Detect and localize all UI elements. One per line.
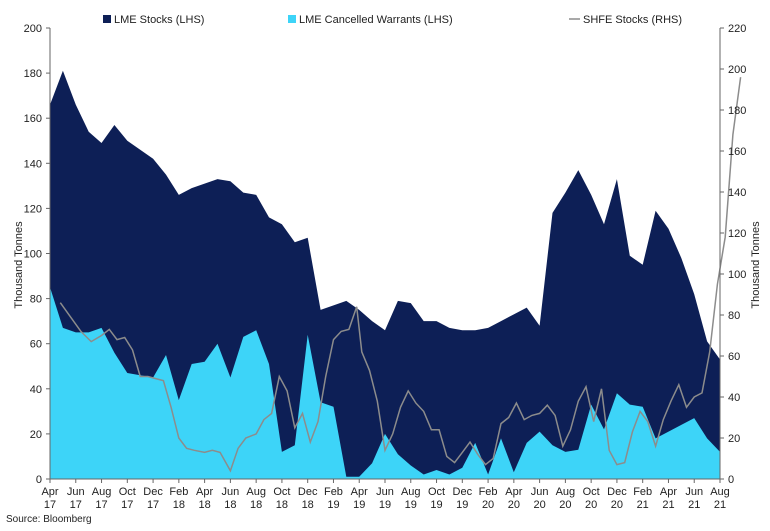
- x-tick-label-month: Apr: [196, 486, 213, 498]
- legend-label-lme-stocks: LME Stocks (LHS): [114, 14, 204, 26]
- legend-swatch-lme-stocks: [103, 15, 111, 23]
- x-tick-label-year: 20: [559, 499, 571, 511]
- left-tick-label: 60: [30, 339, 42, 351]
- x-tick-label-year: 20: [482, 499, 494, 511]
- x-tick-label-year: 19: [405, 499, 417, 511]
- x-tick-label-year: 19: [456, 499, 468, 511]
- x-tick-label-year: 21: [662, 499, 674, 511]
- legend: LME Stocks (LHS) LME Cancelled Warrants …: [103, 14, 682, 26]
- right-tick-label: 0: [728, 474, 734, 486]
- left-tick-label: 80: [30, 294, 42, 306]
- x-tick-label-month: Jun: [685, 486, 703, 498]
- left-tick-label: 160: [24, 113, 42, 125]
- x-tick-label-year: 17: [44, 499, 56, 511]
- legend-swatch-cancelled-warrants: [288, 15, 296, 23]
- left-tick-label: 40: [30, 384, 42, 396]
- x-tick-label-month: Dec: [143, 486, 163, 498]
- x-tick-label-month: Dec: [298, 486, 318, 498]
- x-tick-label-month: Jun: [67, 486, 85, 498]
- right-tick-label: 200: [728, 64, 746, 76]
- x-tick-label-year: 17: [121, 499, 133, 511]
- x-tick-label-year: 18: [224, 499, 236, 511]
- x-tick-label-month: Feb: [169, 486, 188, 498]
- x-tick-label-year: 18: [173, 499, 185, 511]
- legend-label-cancelled-warrants: LME Cancelled Warrants (LHS): [299, 14, 453, 26]
- x-tick-label-month: Oct: [119, 486, 136, 498]
- left-tick-label: 20: [30, 429, 42, 441]
- x-tick-label-month: Apr: [351, 486, 368, 498]
- right-tick-label: 220: [728, 23, 746, 35]
- x-tick-label-year: 21: [714, 499, 726, 511]
- x-tick-label-month: Oct: [273, 486, 290, 498]
- x-tick-label-month: Jun: [531, 486, 549, 498]
- x-tick-label-year: 17: [95, 499, 107, 511]
- source-note: Source: Bloomberg: [6, 514, 92, 525]
- x-tick-label-year: 19: [379, 499, 391, 511]
- left-tick-label: 140: [24, 158, 42, 170]
- legend-label-shfe-stocks: SHFE Stocks (RHS): [583, 14, 682, 26]
- x-tick-label-year: 18: [198, 499, 210, 511]
- left-tick-label: 0: [36, 474, 42, 486]
- x-tick-label-year: 17: [147, 499, 159, 511]
- x-tick-label-month: Aug: [92, 486, 112, 498]
- x-tick-label-year: 19: [327, 499, 339, 511]
- left-axis-title: Thousand Tonnes: [13, 221, 25, 309]
- x-tick-label-month: Apr: [41, 486, 58, 498]
- x-tick-label-month: Dec: [453, 486, 473, 498]
- left-tick-label: 100: [24, 249, 42, 261]
- right-tick-label: 60: [728, 351, 740, 363]
- x-tick-label-year: 20: [611, 499, 623, 511]
- x-tick-label-year: 18: [276, 499, 288, 511]
- x-tick-label-month: Feb: [633, 486, 652, 498]
- x-tick-label-year: 21: [637, 499, 649, 511]
- x-tick-label-month: Jun: [376, 486, 394, 498]
- axes: 0 20 40 60 80 100 120 140 160 180 200 0 20 40 60 80 100 1…: [24, 23, 747, 511]
- x-tick-label-month: Feb: [479, 486, 498, 498]
- right-tick-label: 40: [728, 392, 740, 404]
- x-tick-label-month: Oct: [583, 486, 600, 498]
- x-tick-label-year: 19: [430, 499, 442, 511]
- x-tick-label-year: 19: [353, 499, 365, 511]
- x-tick-label-year: 20: [585, 499, 597, 511]
- right-tick-label: 80: [728, 310, 740, 322]
- x-tick-label-year: 20: [533, 499, 545, 511]
- right-tick-label: 120: [728, 228, 746, 240]
- right-tick-label: 100: [728, 269, 746, 281]
- x-tick-label-month: Apr: [660, 486, 677, 498]
- x-tick-label-month: Jun: [222, 486, 240, 498]
- plot-area: [50, 70, 742, 480]
- left-tick-label: 200: [24, 23, 42, 35]
- x-tick-label-month: Apr: [505, 486, 522, 498]
- x-tick-label-month: Aug: [401, 486, 421, 498]
- x-tick-label-month: Dec: [607, 486, 627, 498]
- x-tick-label-month: Oct: [428, 486, 445, 498]
- left-tick-label: 180: [24, 68, 42, 80]
- x-tick-label-month: Aug: [556, 486, 576, 498]
- x-tick-label-month: Aug: [710, 486, 730, 498]
- x-tick-label-month: Aug: [246, 486, 266, 498]
- right-tick-label: 160: [728, 146, 746, 158]
- left-tick-label: 120: [24, 203, 42, 215]
- x-tick-label-year: 20: [508, 499, 520, 511]
- right-tick-label: 20: [728, 433, 740, 445]
- right-tick-label: 140: [728, 187, 746, 199]
- series-area-cancelled-warrants: [50, 287, 720, 479]
- x-tick-label-year: 18: [250, 499, 262, 511]
- x-tick-label-year: 17: [70, 499, 82, 511]
- x-tick-label-year: 18: [302, 499, 314, 511]
- right-tick-label: 180: [728, 105, 746, 117]
- x-tick-label-month: Feb: [324, 486, 343, 498]
- x-tick-label-year: 21: [688, 499, 700, 511]
- right-axis-title: Thousand Tonnes: [750, 221, 762, 309]
- series-line-shfe-stocks: [59, 77, 742, 473]
